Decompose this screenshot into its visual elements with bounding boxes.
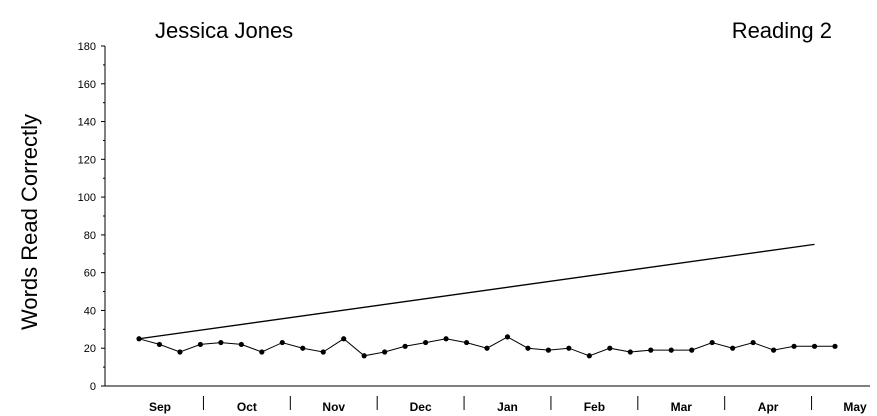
- y-axis-label: Words Read Correctly: [17, 114, 42, 330]
- y-tick-label-80: 80: [84, 230, 96, 242]
- data-point: [463, 339, 470, 346]
- data-point: [730, 345, 736, 351]
- y-tick-label-180: 180: [78, 41, 96, 53]
- data-point: [832, 343, 838, 349]
- data-point: [648, 347, 654, 353]
- student-name: Jessica Jones: [155, 18, 293, 43]
- data-point: [341, 336, 347, 342]
- x-tick-label-oct: Oct: [237, 400, 257, 414]
- data-point: [668, 347, 674, 353]
- axes: [104, 46, 870, 387]
- y-tick-label-60: 60: [84, 268, 96, 280]
- data-point: [238, 341, 244, 348]
- y-tick-label-140: 140: [78, 117, 96, 129]
- data-point: [382, 349, 388, 355]
- data-point: [689, 347, 695, 353]
- data-point: [586, 353, 592, 359]
- x-tick-label-sep: Sep: [149, 400, 171, 414]
- y-tick-label-100: 100: [78, 192, 96, 204]
- data-point: [422, 339, 429, 346]
- series-layer: [136, 334, 838, 359]
- data-point: [627, 349, 633, 355]
- data-point: [709, 339, 715, 346]
- data-point: [484, 345, 490, 351]
- data-point: [750, 339, 756, 346]
- y-ticks: 0 20 40 60 80 100 120 140 160 180: [78, 41, 105, 393]
- x-tick-label-mar: Mar: [671, 400, 693, 414]
- data-point: [525, 345, 531, 351]
- data-point: [197, 341, 204, 348]
- data-point: [259, 349, 265, 355]
- y-tick-label-120: 120: [78, 154, 96, 166]
- x-ticks: Sep Oct Nov Dec Jan Feb Mar Apr May: [149, 396, 867, 414]
- data-point: [545, 347, 552, 353]
- y-tick-label-40: 40: [84, 305, 96, 317]
- x-tick-label-jan: Jan: [497, 400, 518, 414]
- data-point: [279, 339, 285, 346]
- data-point: [156, 341, 163, 348]
- x-tick-label-nov: Nov: [322, 400, 345, 414]
- x-tick-label-may: May: [843, 400, 867, 414]
- data-point: [811, 343, 818, 349]
- data-point: [402, 343, 408, 349]
- x-tick-label-apr: Apr: [758, 400, 779, 414]
- data-point: [177, 349, 183, 355]
- x-tick-label-dec: Dec: [410, 400, 432, 414]
- y-tick-label-160: 160: [78, 79, 96, 91]
- data-point: [607, 345, 613, 351]
- aimline: [138, 243, 815, 340]
- aimline-layer: [138, 243, 815, 340]
- y-tick-label-20: 20: [84, 343, 96, 355]
- subject-label: Reading 2: [732, 18, 832, 43]
- data-point: [136, 336, 142, 342]
- x-tick-label-feb: Feb: [584, 400, 605, 414]
- data-point: [504, 334, 511, 340]
- data-point: [443, 336, 449, 342]
- data-point: [218, 339, 224, 346]
- data-point: [566, 345, 572, 351]
- y-tick-label-0: 0: [90, 381, 96, 393]
- data-point: [361, 353, 367, 359]
- data-point: [791, 343, 797, 349]
- data-point: [300, 345, 306, 351]
- data-point: [320, 349, 326, 355]
- data-point: [770, 347, 777, 353]
